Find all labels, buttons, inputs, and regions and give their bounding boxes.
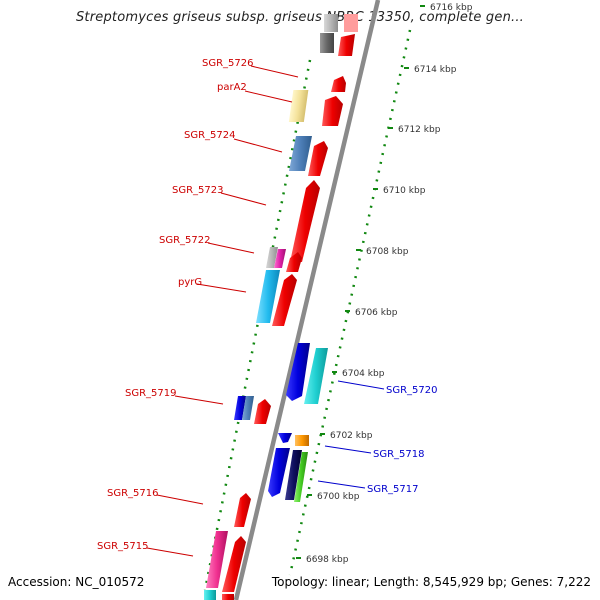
- gene-label-left[interactable]: parA2: [217, 82, 247, 93]
- gene-block-SGR_5720-blue: [286, 343, 310, 401]
- gene-arrow-red-5716: [234, 493, 251, 527]
- gene-label-left[interactable]: SGR_5724: [184, 130, 236, 141]
- gene-block-SGR_5720-cyan: [304, 348, 328, 404]
- gene-block-SGR_5719-steel: [242, 396, 254, 420]
- gene-label-right[interactable]: SGR_5717: [367, 484, 419, 495]
- gene-block-SGR_5722-gray: [266, 247, 278, 268]
- gene-block-top-gray: [320, 33, 334, 53]
- gene-features: [204, 14, 358, 600]
- leader-line-left: [244, 90, 293, 103]
- leader-line-right: [317, 480, 366, 489]
- leader-line-left: [196, 283, 247, 293]
- gene-block-SGR_5724: [289, 136, 312, 171]
- leader-line-left: [174, 395, 224, 405]
- gene-block-orange: [295, 435, 309, 446]
- leader-line-left: [220, 192, 267, 206]
- scale-tick-label: 6714 kbp: [414, 65, 457, 75]
- leader-line-left: [156, 494, 204, 505]
- gene-arrow-blue-small: [278, 433, 292, 443]
- gene-arrow-red-5719: [254, 399, 271, 424]
- accession-text: Accession: NC_010572: [8, 575, 145, 589]
- gene-arrow-red-5723: [290, 180, 320, 262]
- scale-tick-label: 6704 kbp: [342, 369, 385, 379]
- gene-block-blue-5717: [268, 448, 290, 497]
- gene-arrow-red-parA2: [322, 96, 343, 126]
- leader-line-left: [207, 242, 255, 254]
- gene-label-left[interactable]: SGR_5719: [125, 388, 177, 399]
- scale-ticks: 6716 kbp 6714 kbp 6712 kbp 6710 kbp 6708 kbp…: [296, 3, 473, 565]
- gene-block-bottom-cyan: [204, 590, 216, 600]
- gene-arrow-red-5726: [331, 76, 346, 92]
- gene-block-pyrG: [256, 270, 280, 323]
- gene-arrow-red-5724: [308, 141, 328, 176]
- gene-block-SGR_5722-magenta: [274, 249, 286, 268]
- leader-line-left: [250, 65, 299, 78]
- scale-tick-label: 6702 kbp: [330, 431, 373, 441]
- gene-arrow-red-5715: [222, 536, 246, 592]
- scale-tick-label: 6712 kbp: [398, 125, 441, 135]
- backbone-line: [233, 0, 381, 600]
- scale-tick-label: 6706 kbp: [355, 308, 398, 318]
- gene-label-right[interactable]: SGR_5720: [386, 385, 438, 396]
- right-labels: SGR_5720 SGR_5718 SGR_5717: [317, 380, 438, 495]
- gene-block-parA2: [288, 90, 309, 122]
- gene-block-SGR_5715-pink: [206, 531, 228, 588]
- leader-line-left: [146, 547, 194, 557]
- gene-label-left[interactable]: SGR_5715: [97, 541, 149, 552]
- scale-tick-label: 6700 kbp: [317, 492, 360, 502]
- gene-label-left[interactable]: SGR_5722: [159, 235, 211, 246]
- gene-label-left[interactable]: SGR_5716: [107, 488, 159, 499]
- gene-block-green-5717: [294, 452, 308, 502]
- scale-tick-label: 6698 kbp: [306, 555, 349, 565]
- inner-dotted-line: [203, 59, 312, 591]
- gene-arrow-red-5722: [286, 252, 302, 272]
- gene-label-right[interactable]: SGR_5718: [373, 449, 425, 460]
- gene-block-navy-5717: [285, 450, 302, 500]
- scale-tick-label: 6708 kbp: [366, 247, 409, 257]
- summary-text: Topology: linear; Length: 8,545,929 bp; …: [271, 575, 591, 589]
- gene-arrow-red-pyrG: [272, 274, 297, 326]
- leader-line-right: [337, 380, 385, 390]
- scale-tick-label: 6710 kbp: [383, 186, 426, 196]
- gene-label-left[interactable]: SGR_5726: [202, 58, 254, 69]
- left-labels: SGR_5726 parA2 SGR_5724 SGR_5723 SGR_5722pyr…: [97, 58, 299, 557]
- gene-block-bottom-red: [222, 594, 234, 600]
- gene-arrow-top-red: [338, 34, 355, 56]
- gene-label-left[interactable]: SGR_5723: [172, 185, 224, 196]
- gene-block-top-pink: [344, 14, 358, 32]
- map-title: Streptomyces griseus subsp. griseus NBRC…: [75, 10, 525, 25]
- scale-tick-label: 6716 kbp: [430, 3, 473, 13]
- gene-label-left[interactable]: pyrG: [178, 277, 202, 288]
- gene-block-top-gray-light: [324, 14, 338, 32]
- leader-line-right: [324, 445, 372, 454]
- outer-dotted-line: [288, 29, 412, 576]
- leader-line-left: [233, 138, 283, 153]
